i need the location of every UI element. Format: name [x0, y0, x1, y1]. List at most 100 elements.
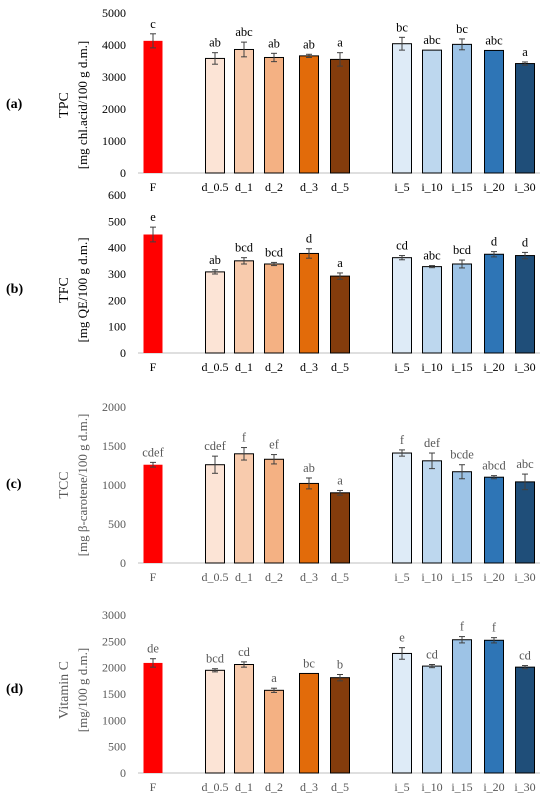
significance-label: e [399, 631, 405, 645]
x-tick-label: i_15 [451, 780, 472, 794]
y-tick-label: 4000 [102, 38, 126, 52]
significance-label: a [337, 36, 343, 50]
y-axis-title: TCC [57, 471, 72, 498]
y-tick-label: 200 [108, 293, 126, 307]
bar [484, 639, 504, 774]
bar [143, 464, 163, 563]
bar [422, 266, 442, 354]
y-tick-label: 2000 [102, 400, 126, 414]
significance-label: bc [456, 22, 468, 36]
bar [205, 669, 225, 774]
bar [515, 63, 535, 174]
bar [143, 40, 163, 174]
bar [330, 275, 350, 354]
y-tick-label: 1000 [102, 713, 126, 727]
x-tick-label: d_1 [235, 180, 253, 194]
significance-label: ab [268, 36, 280, 50]
significance-label: f [492, 621, 497, 635]
significance-label: bcd [265, 245, 284, 259]
significance-label: cd [519, 649, 532, 663]
significance-label: f [242, 431, 247, 445]
bar [392, 43, 412, 174]
y-tick-label: 0 [120, 766, 126, 780]
x-tick-label: d_5 [331, 180, 349, 194]
bar [422, 49, 442, 174]
panel-a: (a) TPC [mg chl.acid/100 g d.m.] 0 1000 2000 3… [6, 6, 540, 194]
significance-label: ef [269, 438, 280, 452]
x-tick-label: i_30 [514, 180, 535, 194]
y-tick-label: 500 [108, 214, 126, 228]
y-tick-label: 300 [108, 267, 126, 281]
y-axis-unit: [mg QE/100 g d.m.] [75, 237, 90, 342]
bar [330, 677, 350, 774]
y-axis-unit: [mg/100 g d.m.] [75, 648, 90, 733]
x-tick-label: i_15 [451, 180, 472, 194]
x-tick-label: i_5 [394, 570, 409, 584]
significance-label: def [424, 436, 441, 450]
bar [205, 271, 225, 354]
x-tick-label: i_10 [421, 360, 442, 374]
x-tick-label: i_30 [514, 360, 535, 374]
x-tick-label: i_10 [421, 570, 442, 584]
significance-label: d [306, 232, 313, 246]
y-tick-label: 1000 [102, 478, 126, 492]
x-tick-label: F [150, 570, 157, 584]
bar [143, 234, 163, 353]
significance-label: cd [238, 645, 251, 659]
x-tick-label: i_15 [451, 570, 472, 584]
x-tick-label: d_3 [300, 360, 318, 374]
y-tick-label: 2500 [102, 634, 126, 648]
y-axis-title: TPC [57, 92, 72, 118]
significance-label: f [460, 620, 465, 634]
x-tick-label: d_0.5 [202, 570, 229, 584]
significance-label: abc [485, 33, 503, 47]
significance-label: a [522, 45, 528, 59]
significance-label: bcd [453, 243, 472, 257]
significance-label: cdef [142, 445, 164, 459]
y-tick-label: 500 [108, 740, 126, 754]
y-tick-label: 500 [108, 517, 126, 531]
y-tick-label: 2000 [102, 661, 126, 675]
x-tick-label: d_2 [265, 360, 283, 374]
significance-label: abcd [482, 459, 506, 473]
bar [264, 689, 284, 774]
x-tick-label: i_10 [421, 780, 442, 794]
x-tick-label: i_10 [421, 180, 442, 194]
x-tick-label: i_15 [451, 360, 472, 374]
bar [422, 665, 442, 774]
x-tick-label: d_1 [235, 570, 253, 584]
bar [264, 458, 284, 564]
bar [299, 55, 319, 174]
bar [452, 263, 472, 354]
significance-label: bcde [450, 448, 474, 462]
y-tick-label: 3000 [102, 608, 126, 622]
significance-label: f [400, 433, 405, 447]
x-tick-label: d_2 [265, 180, 283, 194]
significance-label: a [271, 671, 277, 685]
bar [515, 481, 535, 564]
bar [452, 471, 472, 564]
x-tick-label: d_3 [300, 780, 318, 794]
significance-label: bcd [206, 652, 225, 666]
significance-label: cd [396, 239, 409, 253]
x-tick-label: d_2 [265, 780, 283, 794]
x-tick-label: d_5 [331, 360, 349, 374]
bar [205, 57, 225, 174]
x-tick-label: F [150, 360, 157, 374]
significance-label: ab [209, 36, 221, 50]
bar [234, 48, 254, 174]
significance-label: cdef [204, 439, 226, 453]
x-tick-label: i_20 [483, 360, 504, 374]
x-tick-label: i_20 [483, 180, 504, 194]
x-tick-label: d_5 [331, 780, 349, 794]
y-tick-label: 600 [108, 188, 126, 202]
significance-label: e [150, 210, 156, 224]
x-tick-label: d_1 [235, 360, 253, 374]
y-tick-label: 100 [108, 320, 126, 334]
panel-label: (d) [6, 682, 23, 697]
x-tick-label: d_2 [265, 570, 283, 584]
bar [515, 255, 535, 354]
significance-label: bc [396, 20, 408, 34]
significance-label: bc [303, 656, 315, 670]
